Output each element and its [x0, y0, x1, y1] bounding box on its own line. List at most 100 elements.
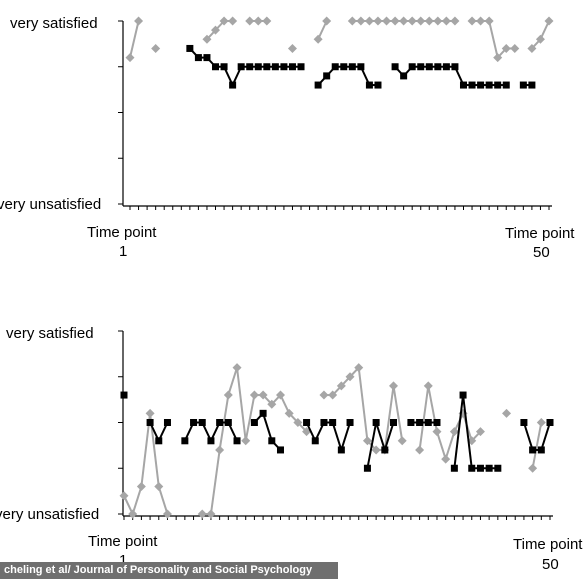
- chart2-series2-point: [423, 381, 433, 391]
- chart1-series1-point: [374, 81, 382, 89]
- chart1-series2-point: [407, 16, 417, 26]
- chart2-x-start-label: Time point: [88, 533, 158, 550]
- chart1-series1-point: [502, 81, 510, 89]
- chart1-series2-point: [347, 16, 357, 26]
- chart1-series2-point: [399, 16, 409, 26]
- chart1-series1-point: [331, 63, 339, 71]
- chart2-series1-point: [337, 446, 345, 454]
- chart1-series1-point: [254, 63, 262, 71]
- chart2-series1-segment: [262, 413, 273, 442]
- image-credit: cheling et al/ Journal of Personality an…: [0, 562, 338, 579]
- chart2-series2-point: [119, 491, 129, 501]
- chart1-series1-point: [246, 63, 254, 71]
- chart2-series1-point: [485, 464, 493, 472]
- chart2-series2-point: [128, 509, 138, 519]
- chart2-series1-point: [537, 446, 545, 454]
- chart1-x-start-label: Time point: [87, 224, 157, 241]
- chart2-series2-segment: [436, 431, 447, 460]
- chart2-series2-point: [319, 390, 329, 400]
- chart1-series1-point: [203, 54, 211, 62]
- chart1-series2-point: [322, 16, 332, 26]
- chart2-series2-point: [136, 482, 146, 492]
- chart1-series1-point: [417, 63, 425, 71]
- chart1-series2-point: [356, 16, 366, 26]
- chart1-series1-point: [237, 63, 245, 71]
- chart2-series2-point: [293, 418, 303, 427]
- chart2-series1-point: [520, 419, 528, 426]
- chart2-series1-point: [433, 419, 441, 426]
- chart2-series1-point: [233, 437, 241, 445]
- chart2-series1-point: [190, 419, 198, 426]
- chart2-series2-point: [371, 445, 381, 455]
- chart2-series2-point: [362, 436, 372, 446]
- chart1-series2-point: [151, 43, 161, 53]
- chart2-series1-point: [259, 409, 267, 417]
- chart1-series2-point: [125, 53, 135, 63]
- chart2-series1-segment: [540, 422, 551, 451]
- chart1-series1-point: [194, 54, 202, 62]
- chart1-series2-point: [535, 34, 545, 44]
- chart2-series2-segment: [392, 385, 404, 441]
- chart2-series1-point: [207, 437, 215, 445]
- chart2-series1-point: [459, 391, 467, 399]
- chart1-series2-point: [476, 16, 486, 26]
- chart2-series2-segment: [209, 449, 221, 515]
- chart1-series1-point: [519, 81, 527, 89]
- chart2-series1-segment: [453, 394, 465, 469]
- chart2-series1-point: [198, 419, 206, 426]
- chart2-series2-segment: [357, 367, 369, 441]
- chart1-series1-point: [288, 63, 296, 71]
- chart1-series1-point: [528, 81, 536, 89]
- chart1-series2-point: [441, 16, 451, 26]
- chart1-series2-point: [467, 16, 477, 26]
- chart2-series1-point: [120, 391, 128, 399]
- chart1-x-end-label: Time point: [505, 225, 575, 242]
- chart1-series1-point: [229, 81, 237, 89]
- chart1-x-start-value: 1: [119, 243, 128, 260]
- chart2-x-end-label: Time point: [513, 536, 583, 553]
- chart2-series2-segment: [383, 385, 395, 451]
- chart2-series2-point: [397, 436, 407, 446]
- chart1-series1-point: [314, 81, 322, 89]
- chart1-series1-point: [220, 63, 228, 71]
- chart2-series1-segment: [375, 422, 386, 451]
- chart1-series1-point: [391, 63, 399, 71]
- chart1-series2-point: [501, 43, 511, 53]
- chart1-series1-point: [485, 81, 493, 89]
- chart2-series2-point: [145, 408, 155, 418]
- chart2-series2-point: [528, 463, 538, 473]
- chart2-series2-point: [275, 390, 285, 400]
- chart2-series1-point: [407, 419, 415, 426]
- chart2-series1-segment: [383, 422, 395, 451]
- chart2-series2-point: [284, 408, 294, 418]
- chart1-series1-point: [340, 63, 348, 71]
- chart1-series2-point: [450, 16, 460, 26]
- chart1-series1-point: [357, 63, 365, 71]
- chart1-y-bottom-label: very unsatisfied: [0, 196, 102, 213]
- chart2-series1-point: [546, 419, 554, 426]
- chart1-series1-point: [408, 63, 416, 71]
- chart2-series1-point: [250, 419, 258, 426]
- chart2-series1-point: [163, 419, 171, 426]
- chart1-series1-point: [212, 63, 220, 71]
- chart1-series2-point: [373, 16, 383, 26]
- chart2-series1-point: [303, 419, 311, 426]
- chart2-series2-point: [536, 418, 546, 427]
- chart1-series2-point: [390, 16, 400, 26]
- chart1-series1-point: [459, 81, 467, 89]
- chart1-series1-point: [477, 81, 485, 89]
- chart1-series2-point: [287, 43, 297, 53]
- chart1-series2-point: [211, 25, 221, 35]
- chart2-series1-point: [346, 419, 354, 426]
- chart1-series2-point: [493, 53, 503, 63]
- chart2-series1-point: [381, 446, 389, 454]
- chart1-series2-point: [364, 16, 374, 26]
- chart1-series1-point: [297, 63, 305, 71]
- chart1-series2-point: [253, 16, 263, 26]
- chart2-series2-point: [345, 372, 355, 382]
- chart2-series2-point: [154, 482, 164, 492]
- chart1-series2-point: [228, 16, 238, 26]
- chart2-series2-point: [432, 427, 442, 437]
- chart1-series2-point: [202, 34, 212, 44]
- chart2-series1-point: [372, 419, 380, 426]
